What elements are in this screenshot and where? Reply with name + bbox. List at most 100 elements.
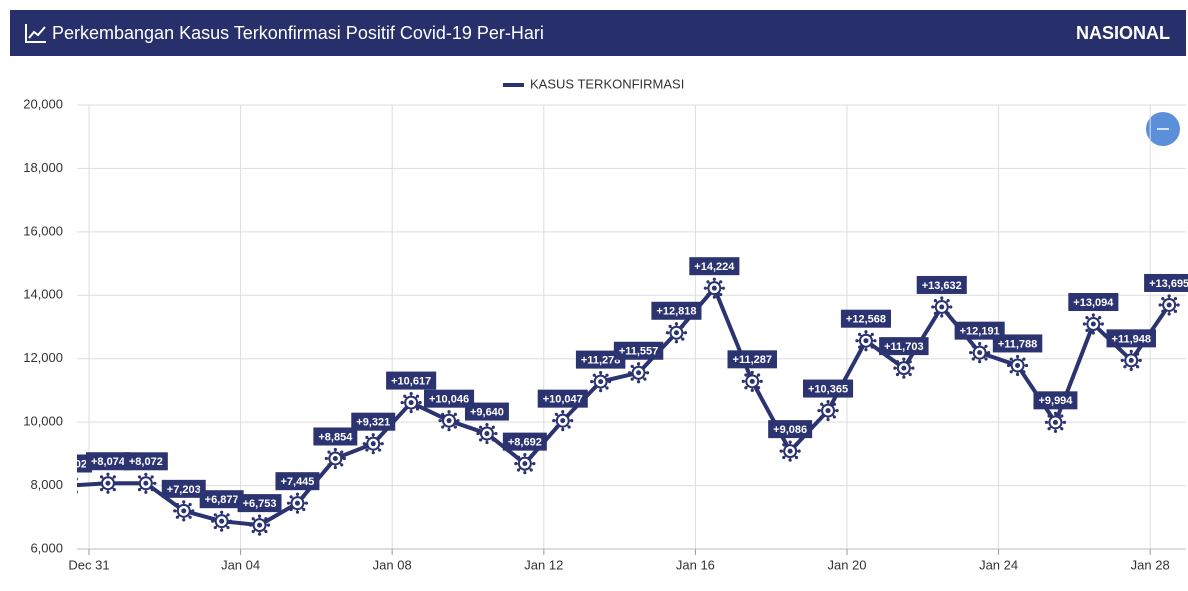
marker-tip	[409, 409, 413, 414]
data-label: +10,046	[429, 394, 469, 406]
marker	[779, 440, 801, 462]
marker-tip	[213, 513, 217, 517]
marker-tip	[779, 449, 783, 453]
marker	[248, 514, 271, 536]
marker-tip	[1120, 358, 1124, 362]
y-tick-label: 6,000	[30, 540, 63, 555]
marker-tip	[286, 501, 291, 505]
marker-tip	[570, 419, 574, 423]
marker-tip	[554, 412, 558, 416]
marker-tip	[77, 483, 81, 488]
data-label: +11,287	[733, 354, 772, 366]
marker-tip	[1161, 309, 1165, 313]
marker	[703, 277, 725, 299]
marker-core	[560, 418, 566, 424]
x-tick-label: Jan 28	[1131, 557, 1170, 572]
marker-tip	[403, 394, 407, 398]
legend-label: KASUS TERKONFIRMASI	[530, 76, 684, 91]
marker-tip	[264, 517, 268, 521]
data-label: +11,557	[619, 346, 658, 358]
marker-tip	[1015, 372, 1020, 377]
marker-tip	[820, 415, 824, 419]
data-label: +9,994	[1038, 395, 1073, 407]
marker-tip	[864, 348, 868, 352]
marker-tip	[257, 532, 262, 536]
marker-tip	[340, 463, 344, 467]
header: Perkembangan Kasus Terkonfirmasi Positif…	[10, 10, 1186, 56]
data-label: +10,365	[808, 383, 848, 395]
x-tick-label: Jan 12	[524, 557, 563, 572]
marker-tip	[832, 402, 837, 406]
marker-tip	[668, 337, 672, 341]
marker-tip	[599, 389, 603, 393]
marker	[97, 472, 119, 494]
marker-tip	[599, 371, 603, 375]
marker-tip	[137, 488, 142, 492]
marker-tip	[870, 345, 874, 349]
data-label: +7,445	[280, 476, 314, 488]
marker-tip	[99, 475, 104, 479]
data-label: +12,818	[656, 306, 696, 318]
data-label: +9,086	[773, 424, 807, 436]
marker-tip	[1047, 427, 1051, 431]
marker-tip	[302, 507, 306, 512]
marker-tip	[248, 523, 253, 527]
marker-core	[598, 379, 604, 385]
marker-tip	[1085, 316, 1089, 320]
marker-tip	[636, 380, 641, 384]
marker-tip	[1006, 363, 1011, 368]
marker-tip	[971, 357, 975, 361]
marker-tip	[592, 386, 596, 390]
marker-tip	[719, 280, 723, 284]
marker-tip	[987, 351, 991, 355]
marker-tip	[855, 339, 859, 343]
marker-core	[863, 338, 869, 344]
marker-tip	[494, 431, 498, 436]
data-label: +7,203	[167, 484, 201, 496]
marker-core	[408, 400, 414, 406]
marker-tip	[971, 344, 975, 348]
marker-tip	[978, 342, 982, 346]
marker-tip	[418, 400, 422, 405]
marker-tip	[750, 370, 754, 374]
marker-tip	[295, 492, 300, 496]
marker-tip	[453, 412, 458, 416]
marker-tip	[529, 468, 533, 472]
marker-tip	[188, 515, 192, 519]
marker-tip	[1091, 313, 1095, 317]
data-label-box	[464, 402, 509, 421]
marker-tip	[674, 340, 679, 344]
data-label: +11,788	[998, 338, 1037, 350]
marker-tip	[1129, 367, 1133, 371]
data-label: +6,753	[243, 498, 277, 510]
marker-tip	[77, 490, 79, 494]
marker-tip	[832, 415, 837, 419]
marker-tip	[946, 311, 950, 315]
data-label-box	[575, 350, 626, 369]
marker-core	[1128, 357, 1134, 363]
marker-tip	[150, 488, 154, 492]
marker-core	[1166, 302, 1172, 308]
marker-tip	[1161, 296, 1165, 301]
marker-core	[68, 483, 73, 488]
marker-tip	[721, 286, 725, 290]
marker-tip	[478, 438, 483, 442]
marker-tip	[1060, 414, 1064, 418]
marker-tip	[794, 443, 799, 447]
marker-tip	[681, 337, 685, 341]
marker-tip	[788, 440, 792, 444]
marker	[173, 500, 195, 522]
marker-tip	[1022, 357, 1026, 361]
marker-tip	[175, 502, 179, 507]
marker-tip	[1060, 427, 1064, 431]
data-label-box	[199, 490, 244, 509]
marker-tip	[409, 391, 413, 396]
marker-tip	[940, 314, 944, 318]
marker-tip	[608, 380, 612, 384]
marker-tip	[1062, 420, 1067, 424]
marker-tip	[77, 477, 79, 481]
y-tick-label: 16,000	[23, 223, 63, 238]
marker-tip	[1167, 312, 1171, 316]
x-tick-label: Jan 08	[373, 557, 412, 572]
marker-tip	[817, 408, 821, 413]
